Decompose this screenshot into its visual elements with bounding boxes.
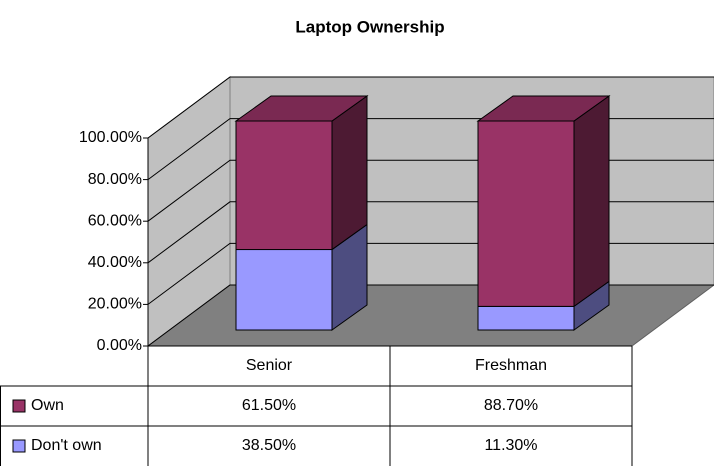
bar-side	[331, 95, 368, 251]
legend-label: Don't own	[31, 437, 102, 454]
grid-line	[147, 76, 714, 139]
bar	[235, 249, 333, 331]
table-value: 88.70%	[484, 397, 538, 414]
bar-top	[476, 95, 611, 122]
table-value: 61.50%	[242, 397, 296, 414]
bar	[477, 305, 575, 331]
y-tick-label: 20.00%	[88, 296, 142, 313]
x-tick-label: Senior	[246, 357, 293, 374]
y-tick-label: 40.00%	[88, 254, 142, 271]
chart-title: Laptop Ownership	[295, 17, 444, 36]
bar-side	[573, 95, 610, 308]
x-tick-label: Freshman	[475, 357, 547, 374]
bar	[477, 120, 575, 307]
y-tick-label: 60.00%	[88, 212, 142, 229]
floor	[146, 284, 714, 347]
legend-label: Own	[31, 397, 64, 414]
y-tick-label: 80.00%	[88, 171, 142, 188]
bar-top	[234, 95, 369, 122]
table-value: 38.50%	[242, 437, 296, 454]
legend-key	[12, 399, 26, 413]
y-tick-label: 100.00%	[79, 129, 142, 146]
legend-key	[12, 439, 26, 453]
table-value: 11.30%	[484, 437, 537, 454]
y-tick-label: 0.00%	[97, 337, 142, 354]
bar	[235, 120, 333, 251]
